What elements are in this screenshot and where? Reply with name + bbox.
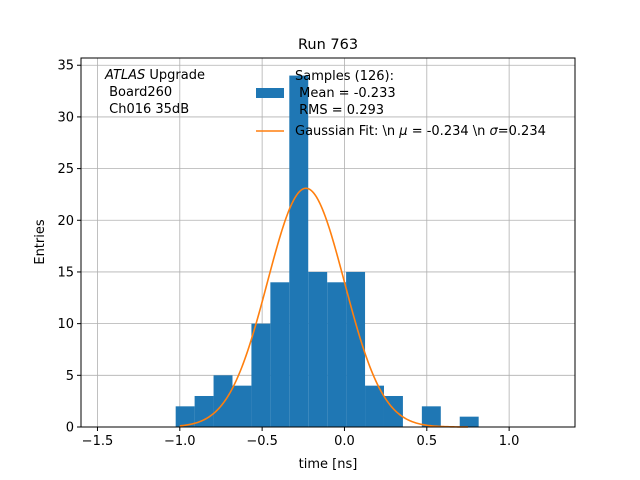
legend-samples-rms: RMS = 0.293 [295,103,384,118]
histogram-bar-2 [213,375,233,427]
experiment-annotation: ATLAS Upgrade Board260 Ch016 35dB [104,68,205,117]
histogram-bar-13 [421,406,441,427]
histogram-bar-9 [346,271,366,427]
x-tick-label-0: −1.5 [82,434,114,449]
histogram-bar-15 [459,416,479,427]
y-tick-label-2: 10 [57,317,74,332]
annotation-line-1: ATLAS Upgrade [104,68,205,83]
plot-frame [80,57,576,428]
histogram-bar-1 [194,395,214,427]
y-tick-label-7: 35 [57,59,74,74]
x-tick-label-3: 0.0 [334,434,355,449]
gaussian-fit-line [179,187,468,428]
x-axis-ticks: −1.5 −1.0 −0.5 0.0 0.5 1.0 [82,427,520,449]
y-tick-label-6: 30 [57,110,74,125]
legend-fit-mid: = -0.234 \n [408,124,490,139]
histogram-bar-8 [327,282,347,427]
y-tick-label-5: 25 [57,162,74,177]
x-tick-label-5: 1.0 [499,434,520,449]
histogram-bar-6 [289,75,309,428]
x-tick-label-4: 0.5 [416,434,437,449]
histogram-bar-5 [270,282,290,427]
x-axis-label: time [ns] [299,457,358,472]
annotation-experiment: ATLAS [104,68,145,83]
legend-fit-mu: μ [398,124,407,139]
annotation-channel: Ch016 35dB [105,102,189,117]
legend-samples-swatch [256,88,284,98]
histogram-bar-0 [175,406,195,427]
y-tick-label-1: 5 [66,369,74,384]
x-tick-label-1: −1.0 [164,434,196,449]
y-axis-label: Entries [33,219,48,265]
legend-fit-prefix: Gaussian Fit: \n [295,124,399,139]
histogram-bar-7 [308,271,328,427]
annotation-upgrade: Upgrade [145,68,205,83]
histogram-bar-3 [232,385,252,427]
histogram-bar-4 [251,323,271,427]
annotation-board: Board260 [105,85,172,100]
grid-lines [81,58,575,428]
histogram-bar-10 [365,385,384,427]
legend-fit-suffix: =0.234 [498,124,546,139]
y-tick-label-4: 20 [57,214,74,229]
y-tick-label-0: 0 [66,421,74,436]
y-axis-ticks: 0 5 10 15 20 25 30 35 [57,59,81,436]
legend-samples-mean: Mean = -0.233 [295,86,396,101]
histogram-bars [175,75,479,428]
legend-fit-sigma: σ [490,124,499,139]
chart-title: Run 763 [298,37,358,53]
x-tick-label-2: −0.5 [246,434,278,449]
legend-fit-label: Gaussian Fit: \n μ = -0.234 \n σ=0.234 [295,124,546,139]
y-tick-label-3: 15 [57,265,74,280]
legend-samples-count: Samples (126): [295,69,394,84]
legend: Samples (126): Mean = -0.233 RMS = 0.293… [256,69,546,139]
